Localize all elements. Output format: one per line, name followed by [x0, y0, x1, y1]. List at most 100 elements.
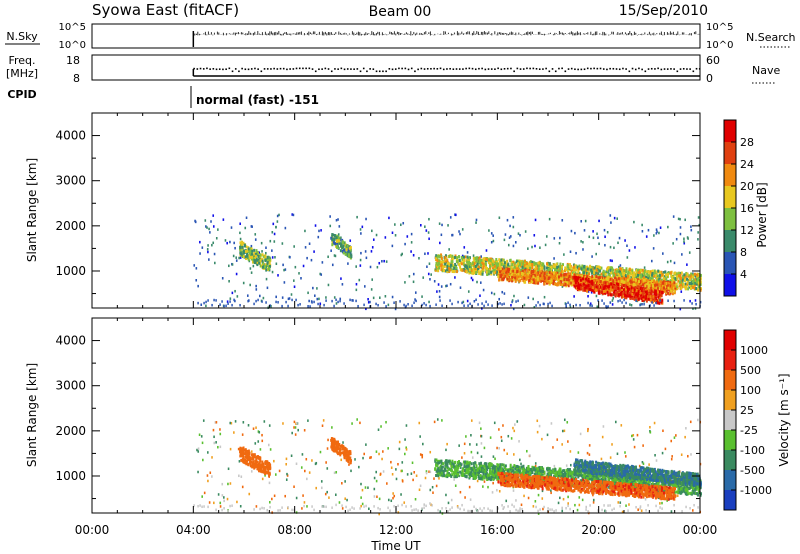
- echo-cell: [554, 264, 557, 268]
- colorbar-tick-label: 20: [740, 180, 754, 193]
- echo-cell: [281, 296, 284, 299]
- echo-cell: [336, 241, 339, 245]
- echo-cell: [597, 236, 599, 240]
- echo-cell: [535, 272, 538, 276]
- echo-cell: [635, 275, 638, 279]
- echo-cell: [373, 495, 376, 498]
- echo-cell: [586, 265, 589, 269]
- echo-cell: [517, 272, 520, 276]
- echo-cell: [662, 286, 665, 290]
- echo-cell: [635, 290, 638, 294]
- echo-cell: [254, 233, 257, 236]
- freq-sample: [660, 68, 663, 71]
- echo-cell: [655, 301, 657, 305]
- echo-cell: [631, 274, 634, 278]
- echo-cell: [321, 261, 324, 264]
- echo-cell: [474, 264, 477, 268]
- freq-sample: [378, 70, 381, 73]
- echo-cell: [502, 274, 505, 278]
- echo-cell: [614, 279, 617, 283]
- freq-sample: [689, 68, 691, 70]
- echo-cell: [215, 299, 217, 302]
- echo-cell: [247, 247, 250, 251]
- echo-cell: [492, 268, 495, 272]
- colorbar-swatch: [724, 230, 736, 252]
- echo-cell: [250, 271, 253, 274]
- echo-cell: [647, 297, 650, 301]
- echo-cell: [449, 265, 452, 269]
- echo-cell: [256, 260, 259, 264]
- echo-cell: [465, 270, 468, 274]
- echo-cell: [649, 289, 652, 293]
- echo-cell: [496, 262, 499, 266]
- echo-cell: [260, 241, 263, 245]
- freq-sample: [276, 68, 279, 70]
- echo-cell: [269, 304, 271, 307]
- echo-cell: [616, 290, 619, 294]
- echo-cell: [481, 260, 484, 264]
- echo-cell: [375, 302, 377, 306]
- echo-cell: [253, 248, 256, 252]
- echo-cell: [566, 265, 569, 269]
- echo-cell: [474, 256, 477, 260]
- freq-sample: [548, 70, 551, 73]
- echo-cell: [303, 429, 306, 432]
- echo-cell: [459, 232, 461, 236]
- echo-cell: [590, 268, 593, 272]
- echo-cell: [261, 258, 264, 262]
- echo-cell: [430, 273, 432, 276]
- echo-cell: [662, 289, 665, 293]
- echo-cell: [606, 277, 609, 281]
- echo-cell: [507, 267, 510, 271]
- echo-cell: [624, 239, 626, 242]
- echo-cell: [503, 292, 506, 295]
- freq-sample: [481, 67, 483, 70]
- echo-cell: [683, 275, 686, 279]
- echo-cell: [259, 264, 262, 268]
- echo-cell: [540, 279, 543, 283]
- freq-sample: [458, 68, 461, 70]
- echo-cell: [523, 259, 526, 263]
- echo-cell: [649, 287, 652, 291]
- echo-cell: [339, 297, 342, 301]
- freq-sample: [567, 68, 570, 70]
- echo-cell: [565, 280, 568, 284]
- echo-cell: [253, 302, 255, 306]
- echo-cell: [559, 269, 562, 273]
- echo-cell: [656, 277, 659, 281]
- echo-cell: [477, 265, 480, 269]
- echo-cell: [503, 276, 506, 280]
- echo-cell: [259, 253, 262, 257]
- freq-sample: [676, 70, 679, 73]
- echo-cell: [569, 305, 572, 309]
- echo-cell: [512, 244, 515, 248]
- freq-sample: [638, 67, 640, 70]
- echo-cell: [570, 269, 573, 273]
- echo-cell: [507, 271, 510, 275]
- echo-cell: [601, 284, 604, 288]
- echo-cell: [446, 268, 449, 272]
- echo-cell: [590, 288, 593, 292]
- echo-cell: [672, 278, 675, 282]
- echo-cell: [620, 293, 623, 297]
- echo-cell: [372, 296, 375, 300]
- echo-cell: [275, 295, 277, 299]
- freq-sample: [593, 67, 595, 70]
- echo-cell: [662, 252, 664, 255]
- echo-cell: [335, 218, 338, 222]
- echo-cell: [317, 235, 320, 239]
- echo-cell: [633, 283, 636, 287]
- echo-cell: [330, 236, 333, 240]
- echo-cell: [595, 268, 598, 272]
- echo-cell: [683, 299, 685, 302]
- echo-cell: [659, 284, 662, 288]
- echo-cell: [649, 304, 651, 307]
- freq-panel-frame: [91, 54, 701, 81]
- echo-cell: [688, 251, 691, 254]
- cpid-value: normal (fast) -151: [196, 93, 319, 107]
- echo-cell: [508, 279, 511, 283]
- y-tick-label: 1000: [55, 264, 86, 278]
- echo-cell: [679, 276, 682, 280]
- echo-cell: [648, 272, 651, 276]
- colorbar-swatch: [724, 252, 736, 274]
